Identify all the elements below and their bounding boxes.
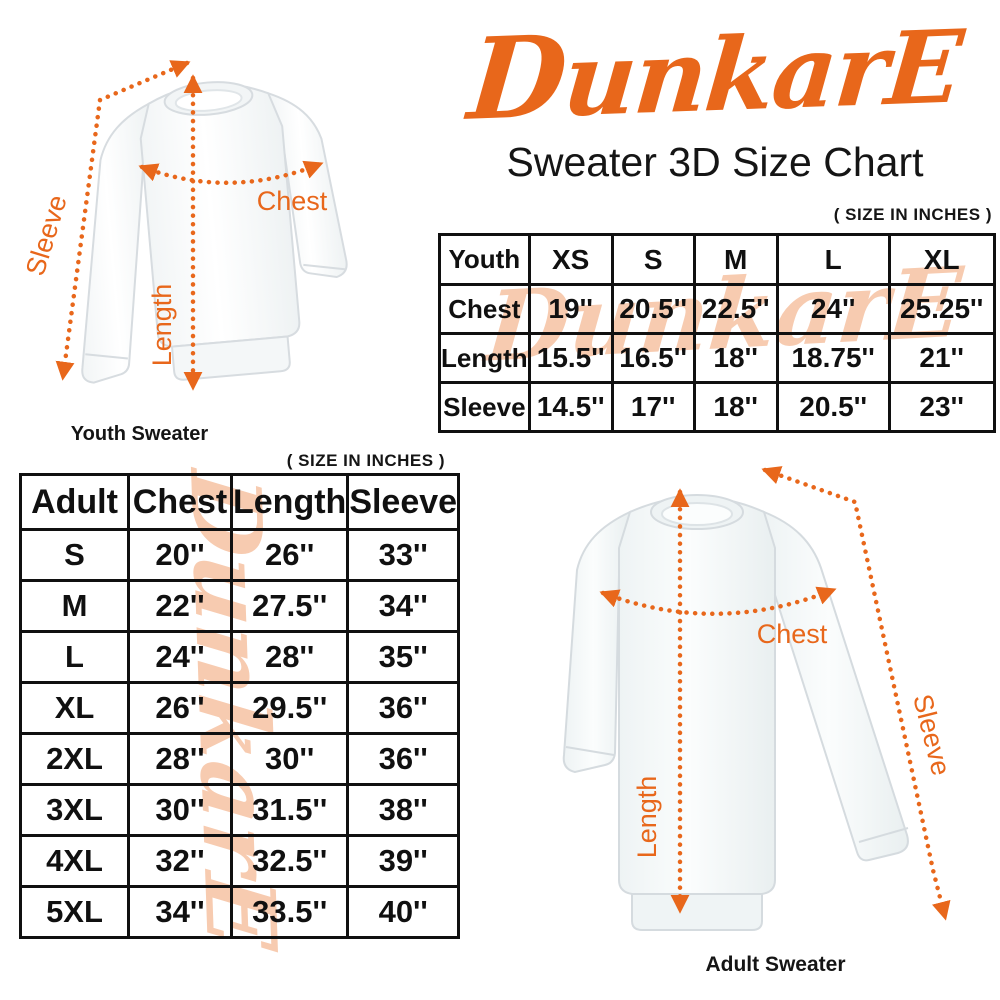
row-label: 5XL: [19, 885, 130, 939]
size-value-cell: 35'': [346, 630, 461, 684]
table-row: 3XL 30'' 31.5'' 38'': [19, 783, 461, 837]
sleeve-arrow: [55, 60, 191, 381]
size-value-cell: 26'': [127, 681, 233, 735]
size-value-cell: 20'': [127, 528, 233, 582]
column-header: XL: [887, 233, 996, 286]
length-label: Length: [147, 284, 177, 367]
size-value-cell: 36'': [346, 681, 461, 735]
table-row: Chest 19'' 20.5'' 22.5'' 24'' 25.25'': [438, 283, 996, 335]
sleeve-label: Sleeve: [20, 192, 73, 280]
column-header: S: [610, 233, 696, 286]
size-value-cell: 32.5'': [229, 834, 350, 888]
table-row: 2XL 28'' 30'' 36'': [19, 732, 461, 786]
size-value-cell: 14.5'': [527, 381, 614, 433]
size-value-cell: 15.5'': [527, 332, 614, 384]
row-label: S: [19, 528, 130, 582]
table-row: Length 15.5'' 16.5'' 18'' 18.75'' 21'': [438, 332, 996, 384]
row-label: Sleeve: [438, 381, 531, 433]
youth-size-table: Youth XS S M L XL Chest 19'' 20.5'' 22.5'' 24'' 25.…: [438, 233, 996, 433]
adult-sweater-illustration: [562, 494, 909, 931]
table-row: S 20'' 26'' 33'': [19, 528, 461, 582]
youth-sweater-figure: Chest Length Sleeve: [20, 60, 348, 391]
column-header: Chest: [127, 473, 233, 531]
sleeve-arrow: [761, 466, 951, 921]
size-value-cell: 27.5'': [229, 579, 350, 633]
size-value-cell: 40'': [346, 885, 461, 939]
table-row: 4XL 32'' 32.5'' 39'': [19, 834, 461, 888]
sleeve-label: Sleeve: [907, 691, 956, 778]
row-label: 4XL: [19, 834, 130, 888]
length-label: Length: [632, 776, 662, 859]
size-value-cell: 34'': [346, 579, 461, 633]
size-value-cell: 36'': [346, 732, 461, 786]
size-units-note: ( SIZE IN INCHES ): [286, 451, 445, 470]
row-label: M: [19, 579, 130, 633]
size-value-cell: 23'': [887, 381, 996, 433]
column-header: Sleeve: [346, 473, 461, 531]
adult-figure-caption: Adult Sweater: [705, 953, 846, 976]
column-header: L: [775, 233, 891, 286]
row-label: XL: [19, 681, 130, 735]
size-value-cell: 17'': [610, 381, 696, 433]
size-value-cell: 33.5'': [229, 885, 350, 939]
size-value-cell: 32'': [127, 834, 233, 888]
size-value-cell: 38'': [346, 783, 461, 837]
table-row: L 24'' 28'' 35'': [19, 630, 461, 684]
size-value-cell: 33'': [346, 528, 461, 582]
row-label: 3XL: [19, 783, 130, 837]
brand-logo: DunkarE: [463, 7, 966, 146]
youth-sweater-illustration: [81, 81, 348, 384]
header-row: Youth XS S M L XL: [438, 233, 996, 286]
size-value-cell: 16.5'': [610, 332, 696, 384]
size-value-cell: 39'': [346, 834, 461, 888]
row-label: L: [19, 630, 130, 684]
header: DunkarE Sweater 3D Size Chart: [430, 0, 1000, 186]
table-row: 5XL 34'' 33.5'' 40'': [19, 885, 461, 939]
size-value-cell: 25.25'': [887, 283, 996, 335]
size-value-cell: 29.5'': [229, 681, 350, 735]
size-value-cell: 24'': [127, 630, 233, 684]
table-row: M 22'' 27.5'' 34'': [19, 579, 461, 633]
size-value-cell: 30'': [127, 783, 233, 837]
size-value-cell: 30'': [229, 732, 350, 786]
table-row: XL 26'' 29.5'' 36'': [19, 681, 461, 735]
column-header: Adult: [19, 473, 130, 531]
size-value-cell: 26'': [229, 528, 350, 582]
size-value-cell: 22'': [127, 579, 233, 633]
size-value-cell: 20.5'': [610, 283, 696, 335]
measurement-arrows: [599, 466, 951, 921]
page-title: Sweater 3D Size Chart: [506, 139, 924, 186]
column-header: Length: [229, 473, 350, 531]
header-row: Adult Chest Length Sleeve: [19, 473, 461, 531]
size-value-cell: 21'': [887, 332, 996, 384]
table-row: Sleeve 14.5'' 17'' 18'' 20.5'' 23'': [438, 381, 996, 433]
youth-figure-caption: Youth Sweater: [70, 423, 209, 445]
size-value-cell: 18'': [692, 332, 779, 384]
adult-size-table: Adult Chest Length Sleeve S 20'' 26'' 33'' M 22''…: [19, 473, 461, 939]
size-value-cell: 18'': [692, 381, 779, 433]
size-value-cell: 20.5'': [775, 381, 891, 433]
chest-label: Chest: [757, 619, 828, 649]
row-label: Length: [438, 332, 531, 384]
size-value-cell: 28'': [229, 630, 350, 684]
size-value-cell: 19'': [527, 283, 614, 335]
size-value-cell: 28'': [127, 732, 233, 786]
size-value-cell: 22.5'': [692, 283, 779, 335]
size-value-cell: 18.75'': [775, 332, 891, 384]
size-value-cell: 24'': [775, 283, 891, 335]
size-value-cell: 34'': [127, 885, 233, 939]
column-header: M: [692, 233, 779, 286]
row-label: Chest: [438, 283, 531, 335]
size-value-cell: 31.5'': [229, 783, 350, 837]
adult-sweater-figure: Chest Length Sleeve: [562, 466, 956, 931]
column-header: Youth: [438, 233, 531, 286]
column-header: XS: [527, 233, 614, 286]
size-units-note: ( SIZE IN INCHES ): [833, 205, 992, 224]
row-label: 2XL: [19, 732, 130, 786]
measurement-arrows: [55, 60, 324, 391]
chest-label: Chest: [257, 186, 328, 216]
